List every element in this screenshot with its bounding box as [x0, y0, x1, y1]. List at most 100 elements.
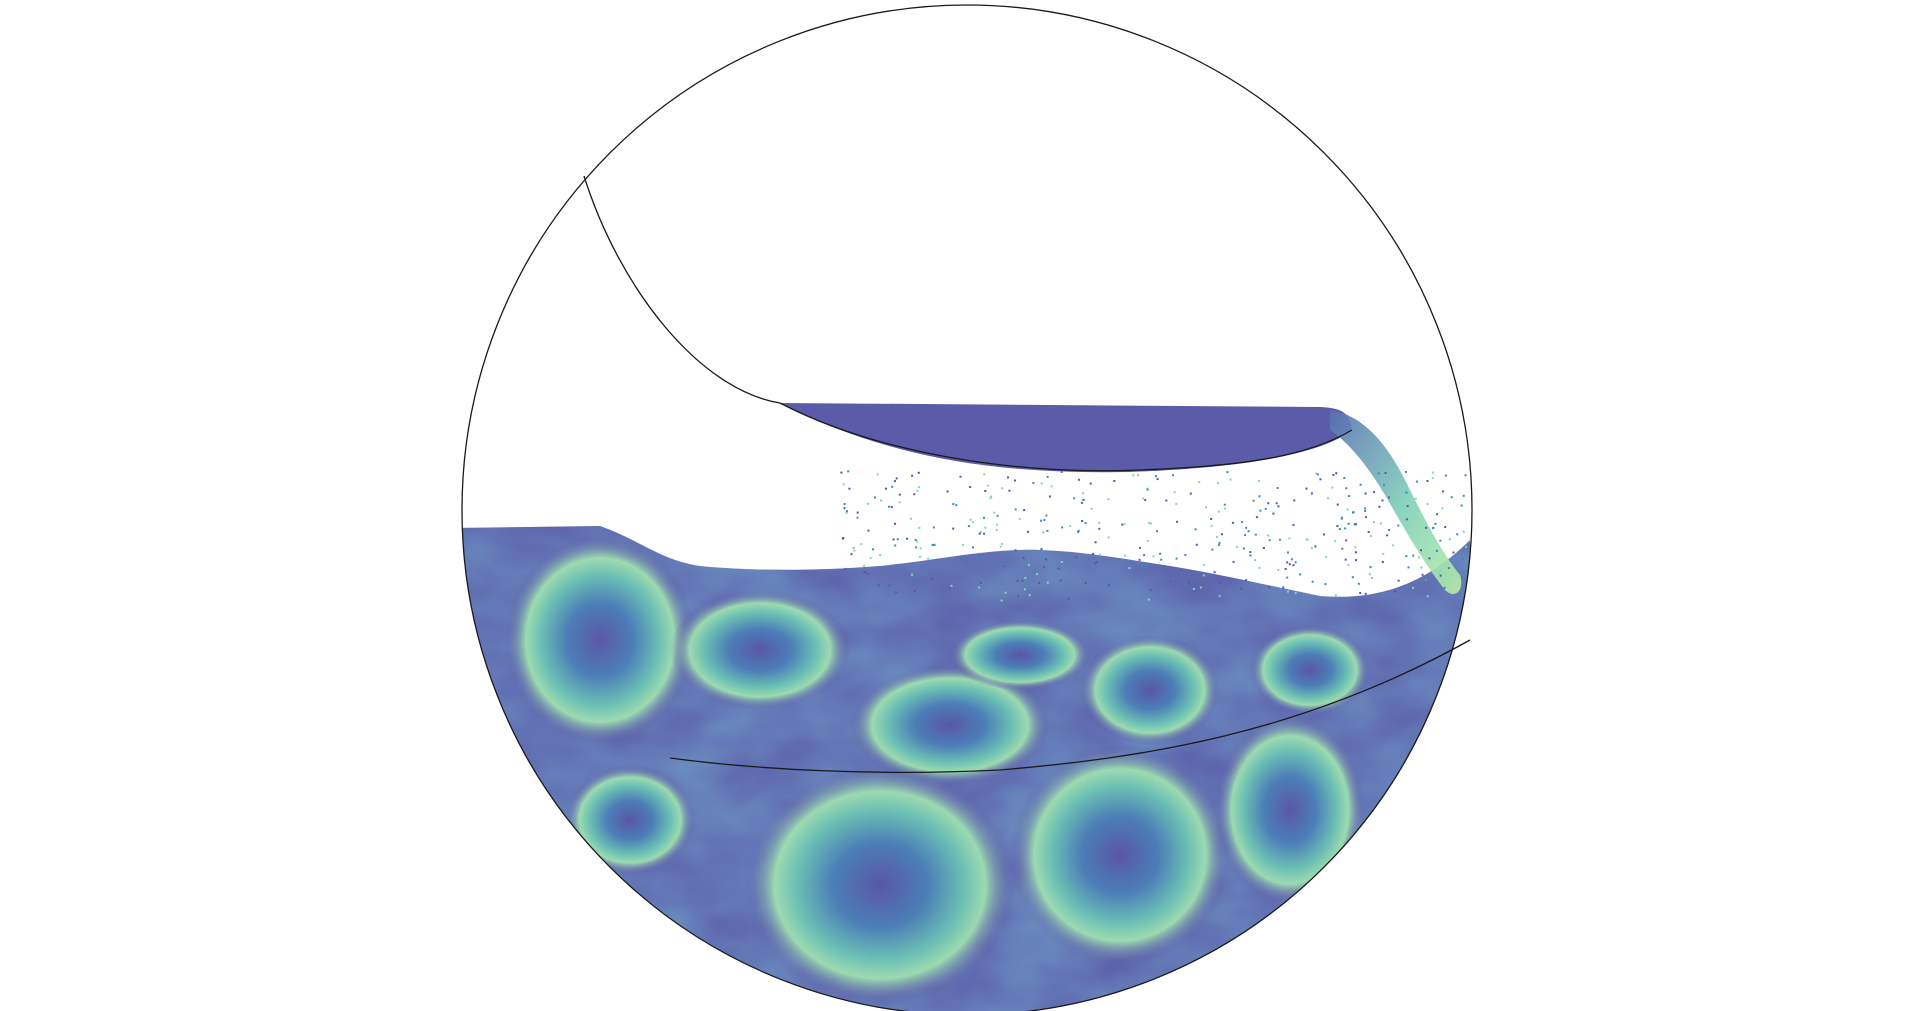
- droplet: [1340, 517, 1343, 520]
- droplet: [1043, 519, 1046, 521]
- droplet: [1231, 521, 1234, 524]
- droplet: [1210, 524, 1213, 527]
- droplet: [1089, 482, 1092, 485]
- droplet: [1268, 539, 1271, 542]
- droplet: [1040, 519, 1042, 522]
- droplet: [1341, 515, 1344, 518]
- upper-baffle: [583, 175, 1353, 472]
- droplet: [1138, 558, 1141, 561]
- droplet: [1194, 528, 1197, 531]
- droplet: [1397, 579, 1400, 582]
- droplet: [1226, 471, 1229, 474]
- droplet: [1043, 587, 1046, 590]
- droplet: [1272, 512, 1275, 515]
- droplet: [1334, 540, 1337, 543]
- droplet: [1381, 561, 1384, 563]
- droplet: [987, 484, 990, 487]
- lower-baffle: [669, 639, 1471, 774]
- droplet: [1343, 477, 1346, 479]
- vortex: [850, 665, 1050, 785]
- droplet: [1425, 526, 1427, 529]
- droplet: [1063, 586, 1066, 589]
- droplet: [1046, 529, 1049, 532]
- droplet: [1026, 595, 1029, 598]
- droplet: [1439, 574, 1442, 577]
- droplet: [1002, 565, 1005, 568]
- droplet: [984, 526, 987, 529]
- droplet: [1288, 563, 1291, 566]
- droplet: [1245, 579, 1248, 582]
- droplet: [993, 511, 996, 514]
- droplet: [1257, 480, 1260, 483]
- droplet: [1254, 559, 1257, 562]
- droplet: [1276, 487, 1279, 489]
- droplet: [888, 505, 890, 508]
- droplet: [1199, 586, 1202, 589]
- droplet: [1292, 564, 1295, 567]
- droplet: [1369, 566, 1372, 569]
- droplet: [911, 573, 913, 576]
- droplet: [932, 526, 935, 529]
- droplet: [889, 590, 892, 593]
- droplet: [1259, 509, 1262, 512]
- droplet: [1414, 497, 1417, 500]
- droplet: [1255, 516, 1258, 519]
- droplet: [1415, 480, 1418, 483]
- droplet: [850, 553, 853, 556]
- droplet: [863, 571, 866, 574]
- droplet: [1428, 557, 1431, 560]
- vortices: [505, 535, 1370, 1005]
- droplet: [1244, 534, 1246, 537]
- droplet: [1018, 517, 1021, 520]
- droplet: [1211, 548, 1214, 551]
- droplet: [1267, 534, 1269, 537]
- droplet: [1146, 488, 1149, 491]
- droplet: [1462, 494, 1465, 497]
- droplet: [1046, 581, 1049, 584]
- droplet: [1352, 511, 1355, 514]
- droplet: [1123, 523, 1126, 526]
- droplet: [1061, 526, 1064, 529]
- droplet: [1420, 549, 1422, 552]
- droplet: [1252, 499, 1255, 502]
- droplet: [1364, 510, 1367, 512]
- droplet: [946, 490, 949, 493]
- upper-liquid-layer: [780, 403, 1352, 473]
- droplet: [1098, 521, 1101, 524]
- droplet: [1254, 533, 1257, 536]
- droplet: [1288, 537, 1291, 540]
- droplet: [1316, 473, 1319, 476]
- droplet: [894, 522, 896, 525]
- droplet: [1001, 563, 1004, 566]
- droplet: [1294, 561, 1297, 564]
- vortex: [505, 535, 695, 745]
- droplet: [1424, 579, 1427, 582]
- droplet: [847, 470, 850, 473]
- droplet: [1406, 505, 1409, 508]
- droplet: [874, 496, 876, 499]
- droplet: [1028, 594, 1031, 597]
- droplet: [914, 538, 917, 541]
- droplet: [1335, 472, 1338, 475]
- droplet: [1383, 483, 1385, 486]
- droplet: [1359, 483, 1362, 486]
- droplet: [1267, 502, 1270, 505]
- droplet: [1441, 507, 1444, 510]
- droplet: [1107, 536, 1110, 539]
- droplet: [1184, 553, 1187, 556]
- fluid-region: [462, 403, 1472, 1011]
- droplet: [1405, 555, 1408, 558]
- droplet: [1397, 524, 1400, 527]
- droplet: [1084, 522, 1087, 525]
- droplet: [1113, 480, 1116, 482]
- droplet: [1217, 510, 1220, 513]
- droplet: [1210, 518, 1213, 520]
- droplet: [1461, 594, 1464, 597]
- droplet: [1146, 564, 1149, 567]
- droplet: [1351, 576, 1354, 579]
- droplet: [1299, 573, 1302, 576]
- spray-droplets: [840, 470, 1471, 602]
- droplet: [1292, 523, 1295, 526]
- droplet: [1355, 523, 1357, 526]
- droplet: [1462, 530, 1465, 533]
